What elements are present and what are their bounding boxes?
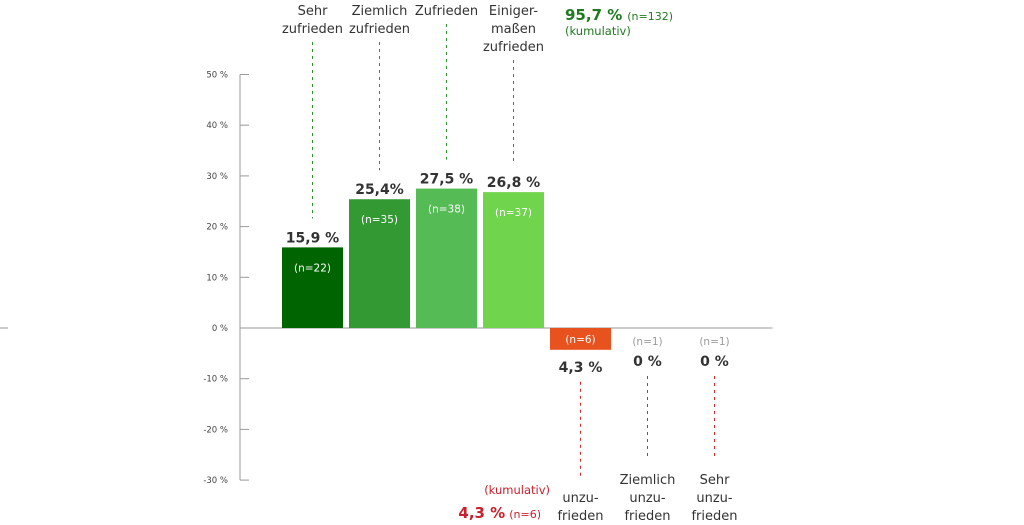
y-tick-label: 50 %	[206, 71, 228, 81]
category-label-line: zufrieden	[282, 22, 343, 37]
negative-cumulative-value: 4,3 %	[458, 504, 505, 522]
cumulative-annotations: 95,7 % (n=132) (kumulativ) (kumulativ) 4,…	[458, 6, 673, 522]
category-label-line: Ziemlich	[620, 473, 676, 488]
y-tick-label: -20 %	[203, 425, 228, 435]
bar-zufrieden	[416, 188, 477, 328]
value-label-unzufrieden: 4,3 %	[559, 360, 603, 376]
n-label-unzufrieden: (n=6)	[565, 334, 595, 346]
positive-cumulative-n: (n=132)	[627, 10, 673, 23]
y-axis: 50 % 40 % 30 % 20 % 10 % 0 % -10 % -20 % -30 %	[203, 71, 773, 486]
y-tick-label: -30 %	[203, 476, 228, 486]
y-tick-label: 10 %	[206, 273, 228, 283]
y-tick-label: 20 %	[206, 223, 228, 233]
bar-einigermassen-zufrieden	[483, 192, 544, 328]
category-label-line: Zufrieden	[415, 4, 478, 19]
n-label-sehr-unzufrieden: (n=1)	[699, 336, 729, 348]
category-label-ziemlich-unzufrieden: Ziemlich unzu-frieden	[620, 473, 676, 524]
category-label-unzufrieden: unzu-frieden	[557, 491, 603, 524]
category-label-line: frieden	[691, 509, 737, 524]
n-label-einigermassen-zufrieden: (n=37)	[495, 207, 532, 219]
y-tick-label: -10 %	[203, 375, 228, 385]
y-tick-label: 0 %	[212, 324, 228, 334]
category-label-sehr-unzufrieden: Sehr unzu-frieden	[691, 473, 737, 524]
value-labels: 15,9 % 25,4% 27,5 % 26,8 % 4,3 % 0 % 0 %	[286, 172, 729, 376]
category-label-line: Einiger-	[489, 4, 538, 19]
y-tick-label: 30 %	[206, 172, 228, 182]
category-label-line: Sehr	[298, 4, 328, 19]
category-label-line: unzu-	[562, 491, 599, 506]
category-label-line: maßen	[491, 22, 536, 37]
value-label-sehr-zufrieden: 15,9 %	[286, 230, 339, 246]
category-label-sehr-zufrieden: Sehr zufrieden	[282, 4, 343, 37]
positive-cumulative-value: 95,7 %	[565, 6, 622, 24]
category-label-line: Ziemlich	[352, 4, 408, 19]
category-label-ziemlich-zufrieden: Ziemlich zufrieden	[349, 4, 410, 37]
category-label-line: frieden	[557, 509, 603, 524]
bar-sehr-zufrieden	[282, 247, 343, 328]
value-label-ziemlich-zufrieden: 25,4%	[355, 182, 404, 198]
n-label-ziemlich-unzufrieden: (n=1)	[632, 336, 662, 348]
negative-cumulative-total: 4,3 % (n=6)	[458, 504, 541, 522]
bars	[282, 188, 611, 350]
positive-cumulative-total: 95,7 % (n=132)	[565, 6, 673, 24]
category-label-line: Sehr	[700, 473, 730, 488]
n-label-ziemlich-zufrieden: (n=35)	[361, 214, 398, 226]
positive-cumulative-note: (kumulativ)	[565, 24, 631, 38]
negative-cumulative-note: (kumulativ)	[484, 483, 550, 497]
bar-ziemlich-zufrieden	[349, 199, 410, 328]
bar-unzufrieden	[550, 328, 611, 350]
value-label-zufrieden: 27,5 %	[420, 172, 473, 188]
n-labels: (n=22) (n=35) (n=38) (n=37) (n=6) (n=1) (n=1)	[294, 204, 730, 348]
value-label-sehr-unzufrieden: 0 %	[700, 354, 729, 370]
negative-cumulative-n: (n=6)	[509, 508, 541, 521]
category-label-line: zufrieden	[349, 22, 410, 37]
category-label-line: zufrieden	[483, 40, 544, 55]
leader-lines	[312, 24, 715, 478]
category-label-line: unzu-	[696, 491, 733, 506]
category-label-line: frieden	[624, 509, 670, 524]
category-label-zufrieden: Zufrieden	[415, 4, 478, 19]
value-label-ziemlich-unzufrieden: 0 %	[633, 354, 662, 370]
n-label-zufrieden: (n=38)	[428, 204, 465, 216]
category-label-einigermassen-zufrieden: Einiger-maßen zufrieden	[483, 4, 544, 55]
category-label-line: unzu-	[629, 491, 666, 506]
y-tick-label: 40 %	[206, 121, 228, 131]
n-label-sehr-zufrieden: (n=22)	[294, 262, 331, 274]
value-label-einigermassen-zufrieden: 26,8 %	[487, 175, 540, 191]
category-labels: Sehr zufrieden Ziemlich zufrieden Zufrieden E…	[282, 4, 738, 524]
